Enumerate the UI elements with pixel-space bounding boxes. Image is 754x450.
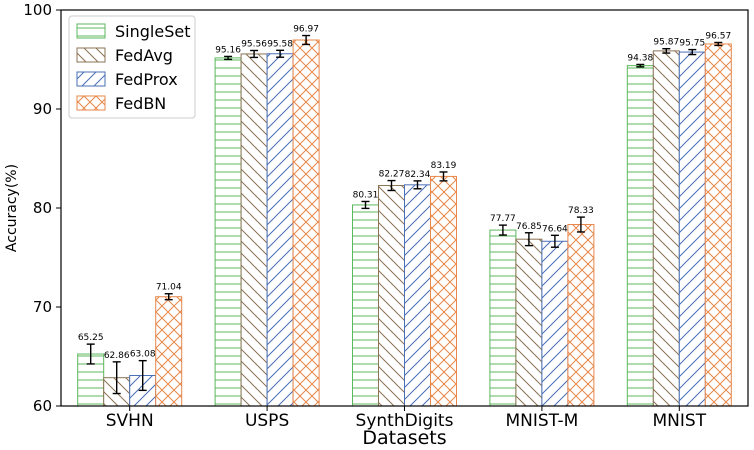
error-bar	[688, 48, 697, 56]
data-label: 95.56	[241, 39, 267, 49]
bar-fedbn-synthdigits	[430, 175, 457, 407]
error-bar	[662, 48, 671, 54]
legend-item-fedavg: FedAvg	[76, 46, 173, 65]
error-bar	[550, 234, 559, 248]
bar-fedprox-usps	[266, 53, 294, 407]
legend-swatch	[76, 23, 106, 39]
error-bar	[302, 34, 311, 46]
data-label: 95.16	[215, 45, 241, 55]
data-label: 96.57	[705, 31, 731, 41]
data-label: 78.33	[568, 206, 594, 216]
x-tick-label: SynthDigits	[356, 411, 454, 431]
bar-fedavg-mnist-m	[515, 238, 543, 407]
data-label: 76.64	[542, 224, 568, 234]
x-tick-label: MNIST	[653, 411, 707, 431]
data-label: 71.04	[156, 283, 182, 293]
bar-fedprox-synthdigits	[404, 184, 431, 407]
data-label: 65.25	[78, 333, 104, 343]
data-label: 83.19	[431, 161, 457, 171]
legend-swatch	[76, 47, 106, 63]
error-bar	[498, 224, 507, 236]
error-bar	[276, 49, 285, 58]
y-tick-label: 100	[23, 1, 52, 19]
bar-fedbn-mnist-m	[567, 224, 595, 407]
data-label: 95.58	[267, 39, 293, 49]
bar-fedbn-mnist	[704, 43, 732, 407]
legend-label: FedProx	[115, 70, 178, 89]
bars-layer	[77, 39, 732, 407]
data-label: 63.08	[130, 350, 156, 360]
error-bar	[112, 361, 121, 395]
data-label: 62.86	[104, 351, 130, 361]
error-bar	[361, 200, 370, 210]
error-bar	[387, 179, 396, 192]
data-label: 82.27	[379, 170, 405, 180]
legend-label: FedBN	[115, 94, 166, 113]
error-bar	[224, 55, 233, 61]
error-bar	[439, 171, 448, 182]
legend-item-singleset: SingleSet	[76, 22, 190, 41]
y-tick-label: 80	[33, 199, 52, 217]
y-tick-label: 70	[33, 298, 52, 316]
legend-swatch	[76, 71, 106, 87]
bar-fedavg-synthdigits	[378, 185, 405, 407]
data-label: 82.34	[405, 170, 431, 180]
legend-label: FedAvg	[115, 46, 173, 65]
x-axis-title: Datasets	[362, 427, 446, 449]
y-tick-label: 60	[33, 397, 52, 415]
data-label: 95.87	[653, 38, 679, 48]
error-bar	[164, 293, 173, 301]
x-tick-label: SVHN	[106, 411, 154, 431]
bar-fedavg-usps	[240, 53, 268, 407]
error-bar	[413, 180, 422, 190]
bar-fedavg-mnist	[652, 50, 680, 407]
data-label: 76.85	[516, 222, 542, 232]
error-bar	[138, 359, 147, 392]
legend: SingleSet FedAvg FedProx FedBN	[68, 15, 196, 119]
error-bar	[714, 41, 723, 47]
error-bar	[86, 343, 95, 365]
legend-label: SingleSet	[115, 22, 190, 41]
x-tick-label: USPS	[245, 411, 289, 431]
data-label: 80.31	[353, 190, 379, 200]
error-bars-layer	[86, 34, 723, 395]
legend-item-fedbn: FedBN	[76, 94, 166, 113]
bar-fedprox-mnist	[678, 51, 706, 407]
data-label: 94.38	[627, 53, 653, 63]
bar-fedbn-svhn	[155, 296, 183, 407]
legend-box	[68, 15, 196, 119]
error-bar	[576, 216, 585, 233]
bar-singleset-usps	[214, 57, 242, 407]
data-label: 96.97	[293, 25, 319, 35]
error-bar	[250, 49, 259, 59]
x-tick-label: MNIST-M	[505, 411, 578, 431]
legend-item-fedprox: FedProx	[76, 70, 178, 89]
bar-fedbn-usps	[292, 39, 320, 407]
data-label: 77.77	[490, 214, 516, 224]
y-tick-label: 90	[33, 100, 52, 118]
bar-singleset-synthdigits	[352, 204, 379, 407]
error-bar	[524, 232, 533, 247]
y-axis: 60 70 80 90 100	[23, 1, 61, 415]
error-bar	[636, 63, 645, 68]
x-axis: SVHN USPS SynthDigits MNIST-M MNIST	[106, 406, 707, 431]
bar-singleset-mnist	[626, 65, 654, 407]
legend-swatch	[76, 95, 106, 111]
y-axis-title: Accuracy(%)	[4, 164, 20, 252]
bar-fedprox-mnist-m	[541, 240, 569, 407]
data-label: 95.75	[679, 39, 705, 49]
bar-singleset-mnist-m	[489, 229, 517, 407]
